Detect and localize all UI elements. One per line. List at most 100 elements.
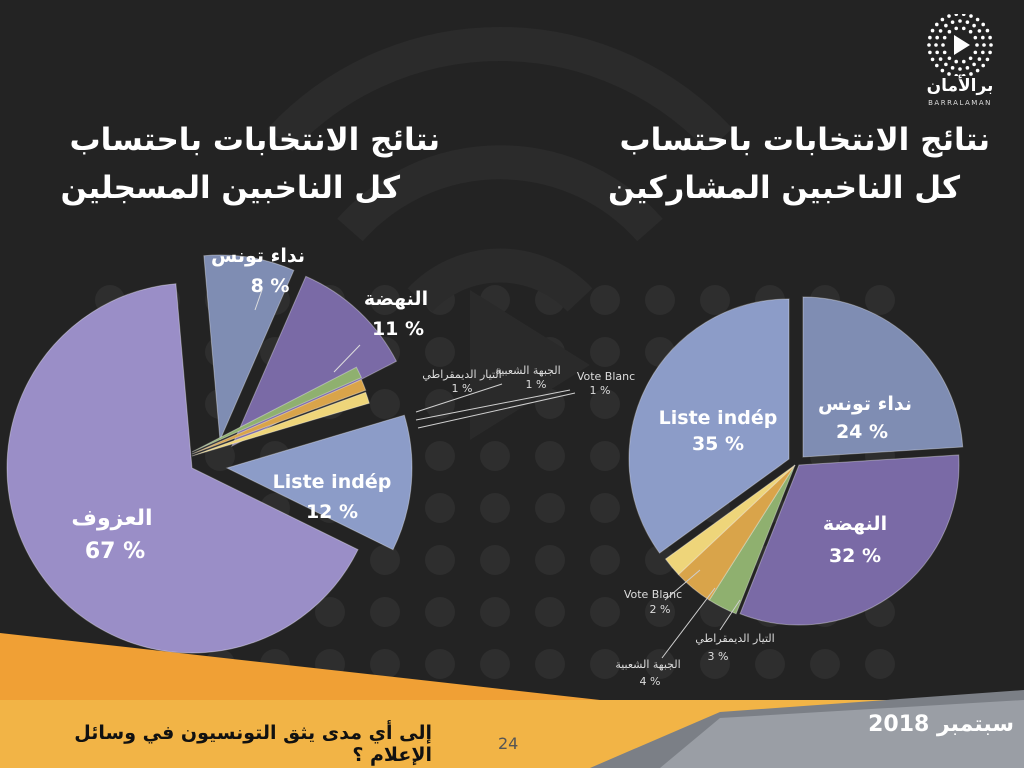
background-dot [480, 441, 510, 471]
chart-title-line-2: كل الناخبين المشاركين [607, 170, 960, 206]
label-leader-line [661, 587, 716, 659]
logo-text-latin: BARRALAMAN [928, 99, 992, 107]
slice-value-label: 11 % [372, 318, 424, 340]
pie-slice [628, 298, 790, 554]
logo-dot [961, 12, 966, 17]
logo-dot [973, 50, 978, 55]
slice-name-label: Liste indép [273, 471, 392, 493]
chart-title-registered: نتائج الانتخابات باحتساب كل الناخبين الم… [40, 116, 440, 212]
logo-dot [969, 14, 973, 18]
logo-dot [934, 22, 939, 27]
background-dot [535, 493, 565, 523]
background-dot [590, 337, 620, 367]
background-dot [370, 545, 400, 575]
pie-slice [191, 366, 363, 453]
background-dot [535, 441, 565, 471]
logo-dot [942, 50, 947, 55]
logo-dot [981, 63, 986, 68]
slice-name-label: التيار الديمقراطي [695, 632, 774, 645]
pie-slice [191, 391, 370, 457]
label-leader-line [719, 599, 741, 631]
footer-gray-light [660, 700, 1024, 768]
pie-chart-2: نداء تونس 24 % النهضة 32 % التيار الديمقراطي… [615, 296, 964, 688]
footer-date: سبتمبر 2018 [868, 712, 1014, 737]
background-dot [535, 545, 565, 575]
footer-question: إلى أي مدى يثق التونسيون في وسائل الإعلا… [74, 722, 432, 766]
background-dot [425, 441, 455, 471]
logo-dot [969, 72, 973, 76]
chart-title-line-1: نتائج الانتخابات باحتساب [619, 122, 990, 158]
background-dot [480, 597, 510, 627]
logo-dot [982, 43, 986, 47]
logo-dot [981, 35, 985, 40]
logo-dot [928, 35, 932, 40]
logo-dot [950, 66, 955, 70]
logo-dot [944, 62, 948, 67]
chart-title-line-2: كل الناخبين المسجلين [60, 170, 400, 206]
background-dot [700, 285, 730, 315]
pie-slice [677, 464, 796, 601]
logo-dot [935, 50, 939, 55]
background-dot [700, 649, 730, 679]
logo-dot [965, 20, 970, 24]
background-dot [535, 597, 565, 627]
background-dot [590, 493, 620, 523]
logo-dot [940, 68, 945, 73]
pie-slice [191, 378, 367, 455]
background-dot [425, 337, 455, 367]
logo-dot [930, 57, 935, 62]
slice-value-label: 12 % [306, 501, 358, 523]
background-dot [590, 597, 620, 627]
logo-dot [968, 56, 973, 61]
slice-value-label: 35 % [692, 433, 744, 455]
slice-name-label: الجبهة الشعبية [615, 658, 680, 671]
logo-dot [988, 50, 992, 55]
slice-value-label: 1 % [452, 382, 473, 395]
label-leader-line [417, 392, 576, 429]
pie-slice [739, 454, 960, 626]
background-dot [535, 649, 565, 679]
logo-dot [944, 23, 948, 28]
logo-dot [954, 59, 959, 64]
slice-name-label: النهضة [364, 288, 428, 310]
slice-value-label: 32 % [829, 545, 881, 567]
logo-dot [938, 29, 943, 33]
logo-dot [958, 19, 962, 23]
background-play-shape [470, 290, 590, 440]
slice-value-label: 1 % [590, 384, 611, 397]
background-dot [645, 597, 675, 627]
pie-slice [708, 464, 796, 615]
background-dot [645, 649, 675, 679]
logo-dot [935, 35, 939, 40]
slice-name-label: Liste indép [659, 407, 778, 429]
logo-dot [947, 56, 952, 61]
background-dot [590, 545, 620, 575]
background-dot [480, 545, 510, 575]
logo-dot [942, 35, 947, 40]
slice-name-label: الجبهة الشعبية [495, 364, 560, 377]
background-arcs [267, 27, 733, 313]
slice-name-label: العزوف [71, 506, 152, 531]
logo-dot [985, 28, 990, 33]
slice-value-label: 2 % [650, 603, 671, 616]
pie-slice [664, 464, 796, 576]
background-dot [370, 649, 400, 679]
logo-dot [961, 59, 966, 64]
chart-title-participants: نتائج الانتخابات باحتساب كل الناخبين الم… [560, 116, 990, 212]
background-dot [590, 441, 620, 471]
background-dot [590, 649, 620, 679]
logo-dot [954, 26, 959, 31]
slice-name-label: التيار الديمقراطي [422, 368, 501, 381]
logo-dot [947, 29, 952, 34]
label-leader-line [415, 389, 571, 421]
background-dot [480, 649, 510, 679]
background-dot [755, 649, 785, 679]
logo-dot [977, 57, 982, 61]
label-leader-line [664, 569, 701, 601]
logo-dot [950, 20, 955, 24]
logo-dot [958, 67, 962, 71]
slice-value-label: 4 % [640, 675, 661, 688]
background-dot [590, 389, 620, 419]
